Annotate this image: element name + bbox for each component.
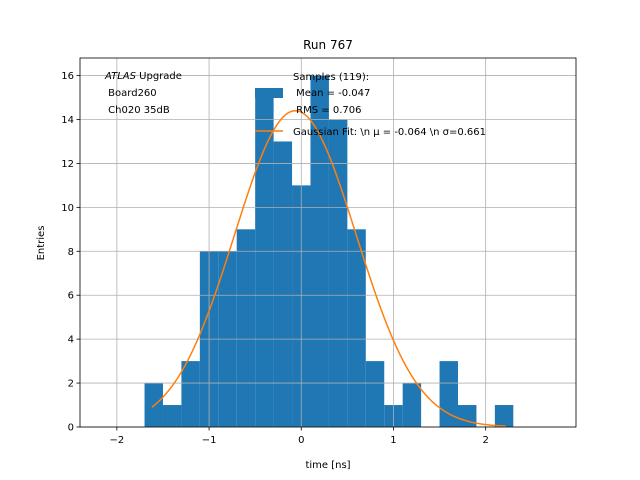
x-tick-label: −1 [202,435,217,446]
gaussian-fit-curve [151,109,506,427]
y-tick-label: 16 [61,71,74,82]
histogram-bar [236,229,256,427]
annotation-line-1: ATLAS Upgrade [104,71,182,82]
gaussian-fit [151,109,506,427]
histogram-bar [255,97,274,428]
legend-swatch-samples [255,88,283,98]
atlas-annotation: ATLAS Upgrade Board260 Ch020 35dB [104,71,182,116]
annotation-channel: Ch020 35dB [105,105,170,116]
x-axis-label: time [ns] [305,460,350,471]
annotation-upgrade: Upgrade [136,71,182,82]
histogram-bar [365,361,385,427]
y-tick-label: 12 [61,159,74,170]
legend-samples-line-3: RMS = 0.706 [293,105,361,116]
histogram-bar [494,405,514,427]
y-tick-label: 0 [68,423,74,434]
y-tick-label: 8 [68,247,74,258]
legend-fit-label: Gaussian Fit: \n μ = -0.064 \n σ=0.661 [293,127,486,138]
y-tick-label: 14 [61,115,74,126]
legend-samples-line-2: Mean = -0.047 [293,88,370,99]
histogram-bar [457,405,477,427]
plot-frame [79,57,577,428]
histogram-bar [162,405,182,427]
histogram-bar [328,119,348,427]
y-tick-label: 2 [68,379,74,390]
y-axis-ticks: 0 2 4 6 8 10 12 14 16 [61,71,80,434]
y-tick-label: 6 [68,291,74,302]
legend: Samples (119): Mean = -0.047 RMS = 0.706… [255,72,486,138]
x-tick-label: 1 [390,435,396,446]
x-tick-label: −2 [110,435,125,446]
annotation-board: Board260 [105,88,157,99]
annotation-atlas: ATLAS [104,71,137,82]
legend-samples-line-1: Samples (119): [293,72,369,83]
histogram-bar [402,383,422,427]
y-axis-label: Entries [36,226,47,261]
histogram-bar [347,229,366,427]
x-tick-label: 0 [298,435,304,446]
x-axis-ticks: −2 −1 0 1 2 [110,427,489,446]
x-tick-label: 2 [482,435,488,446]
y-tick-label: 10 [61,203,74,214]
histogram-bar [273,141,293,427]
y-tick-label: 4 [68,335,74,346]
histogram-bar [181,361,200,427]
chart-title: Run 767 [303,38,353,52]
